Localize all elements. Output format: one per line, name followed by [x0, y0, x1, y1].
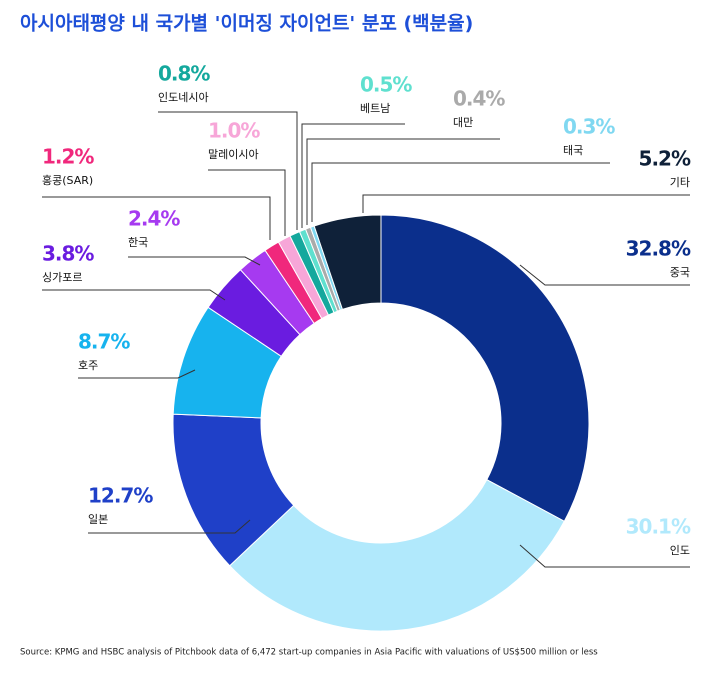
category-label: 인도네시아 [158, 91, 209, 104]
donut-slice [228, 479, 565, 632]
value-label: 1.0% [208, 119, 260, 143]
value-label: 1.2% [42, 145, 94, 169]
leader-line [42, 196, 271, 240]
category-label: 호주 [78, 359, 98, 372]
category-label: 중국 [670, 266, 690, 279]
category-label: 일본 [88, 512, 108, 526]
value-label: 12.7% [88, 484, 153, 508]
leader-line [519, 264, 690, 286]
leader-line [128, 256, 261, 266]
leader-line [42, 289, 226, 301]
category-label: 말레이시아 [208, 148, 259, 161]
category-label: 홍콩(SAR) [42, 173, 93, 187]
value-label: 30.1% [626, 515, 691, 539]
leader-line [208, 169, 286, 236]
value-label: 2.4% [128, 207, 180, 231]
leader-line [78, 369, 196, 379]
leader-line [519, 544, 690, 568]
value-label: 0.5% [360, 73, 412, 97]
value-label: 5.2% [639, 147, 691, 171]
chart-title: 아시아태평양 내 국가별 '이머징 자이언트' 분포 (백분율) [20, 13, 473, 35]
value-label: 0.4% [453, 87, 505, 111]
source-note: Source: KPMG and HSBC analysis of Pitchb… [20, 648, 598, 658]
value-label: 8.7% [78, 330, 130, 354]
donut-slice [313, 214, 382, 310]
value-label: 0.8% [158, 62, 210, 86]
category-label: 한국 [128, 236, 148, 249]
category-label: 대만 [453, 116, 473, 129]
category-label: 기타 [670, 176, 690, 189]
leader-line [362, 194, 690, 213]
leader-line [158, 111, 298, 230]
leader-line [301, 123, 405, 228]
category-label: 싱가포르 [42, 271, 82, 284]
donut-slice [380, 214, 590, 522]
value-label: 32.8% [626, 237, 691, 261]
leader-line [306, 138, 500, 225]
category-label: 태국 [563, 144, 583, 157]
category-label: 베트남 [360, 102, 390, 115]
leader-line [311, 162, 610, 222]
leader-line [88, 519, 251, 534]
value-label: 0.3% [563, 115, 615, 139]
value-label: 3.8% [42, 242, 94, 266]
category-label: 인도 [670, 544, 690, 557]
